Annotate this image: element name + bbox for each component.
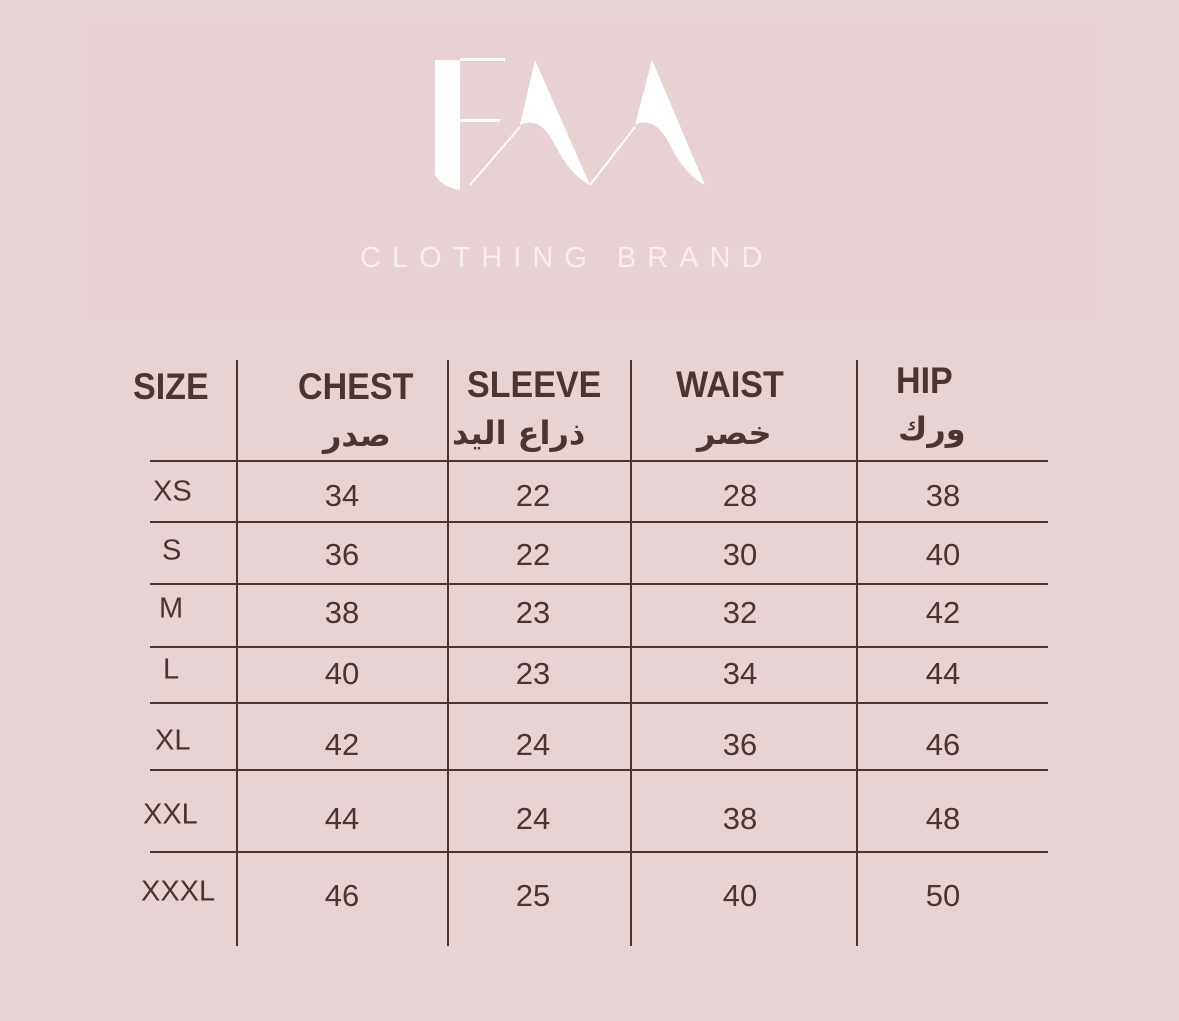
hip-cell: 40 [925, 537, 961, 572]
logo-panel [85, 20, 1095, 320]
header-waist-arabic: خصر [697, 414, 772, 452]
row-divider [150, 583, 1048, 585]
header-hip: HIP [896, 360, 953, 401]
chest-cell: 42 [324, 727, 360, 762]
row-divider [150, 769, 1048, 771]
header-size: SIZE [133, 366, 209, 407]
column-divider [447, 360, 449, 946]
sleeve-cell: 23 [515, 656, 551, 691]
header-sleeve: SLEEVE [467, 364, 602, 405]
row-divider [150, 521, 1048, 523]
waist-cell: 34 [722, 656, 758, 691]
hip-cell: 48 [925, 801, 961, 836]
hip-cell: 50 [925, 878, 961, 913]
chest-cell: 34 [324, 478, 360, 513]
sleeve-cell: 23 [515, 595, 551, 630]
row-divider [150, 460, 1048, 462]
header-hip-arabic: ورك [898, 410, 966, 448]
waist-cell: 40 [722, 878, 758, 913]
hip-cell: 44 [925, 656, 961, 691]
waist-cell: 38 [722, 801, 758, 836]
waist-cell: 30 [722, 537, 758, 572]
brand-subtitle: CLOTHING BRAND [360, 242, 774, 274]
size-cell: M [159, 592, 184, 625]
chest-cell: 44 [324, 801, 360, 836]
sleeve-cell: 25 [515, 878, 551, 913]
column-divider [630, 360, 632, 946]
chest-cell: 38 [324, 595, 360, 630]
waist-cell: 28 [722, 478, 758, 513]
sleeve-cell: 24 [515, 801, 551, 836]
size-cell: XXXL [141, 875, 216, 908]
header-sleeve-arabic: ذراع اليد [452, 414, 586, 452]
size-cell: XL [155, 724, 191, 757]
size-cell: S [162, 534, 182, 567]
header-chest: CHEST [298, 366, 414, 407]
hip-cell: 46 [925, 727, 961, 762]
hip-cell: 38 [925, 478, 961, 513]
chest-cell: 36 [324, 537, 360, 572]
sleeve-cell: 24 [515, 727, 551, 762]
chest-cell: 46 [324, 878, 360, 913]
size-cell: XXL [143, 798, 198, 831]
waist-cell: 32 [722, 595, 758, 630]
sleeve-cell: 22 [515, 537, 551, 572]
header-waist: WAIST [676, 364, 784, 405]
row-divider [150, 646, 1048, 648]
size-cell: L [163, 653, 180, 686]
size-cell: XS [153, 475, 192, 508]
brand-logo [435, 58, 705, 190]
waist-cell: 36 [722, 727, 758, 762]
column-divider [236, 360, 238, 946]
hip-cell: 42 [925, 595, 961, 630]
sleeve-cell: 22 [515, 478, 551, 513]
column-divider [856, 360, 858, 946]
row-divider [150, 702, 1048, 704]
row-divider [150, 851, 1048, 853]
header-chest-arabic: صدر [323, 416, 391, 454]
chest-cell: 40 [324, 656, 360, 691]
